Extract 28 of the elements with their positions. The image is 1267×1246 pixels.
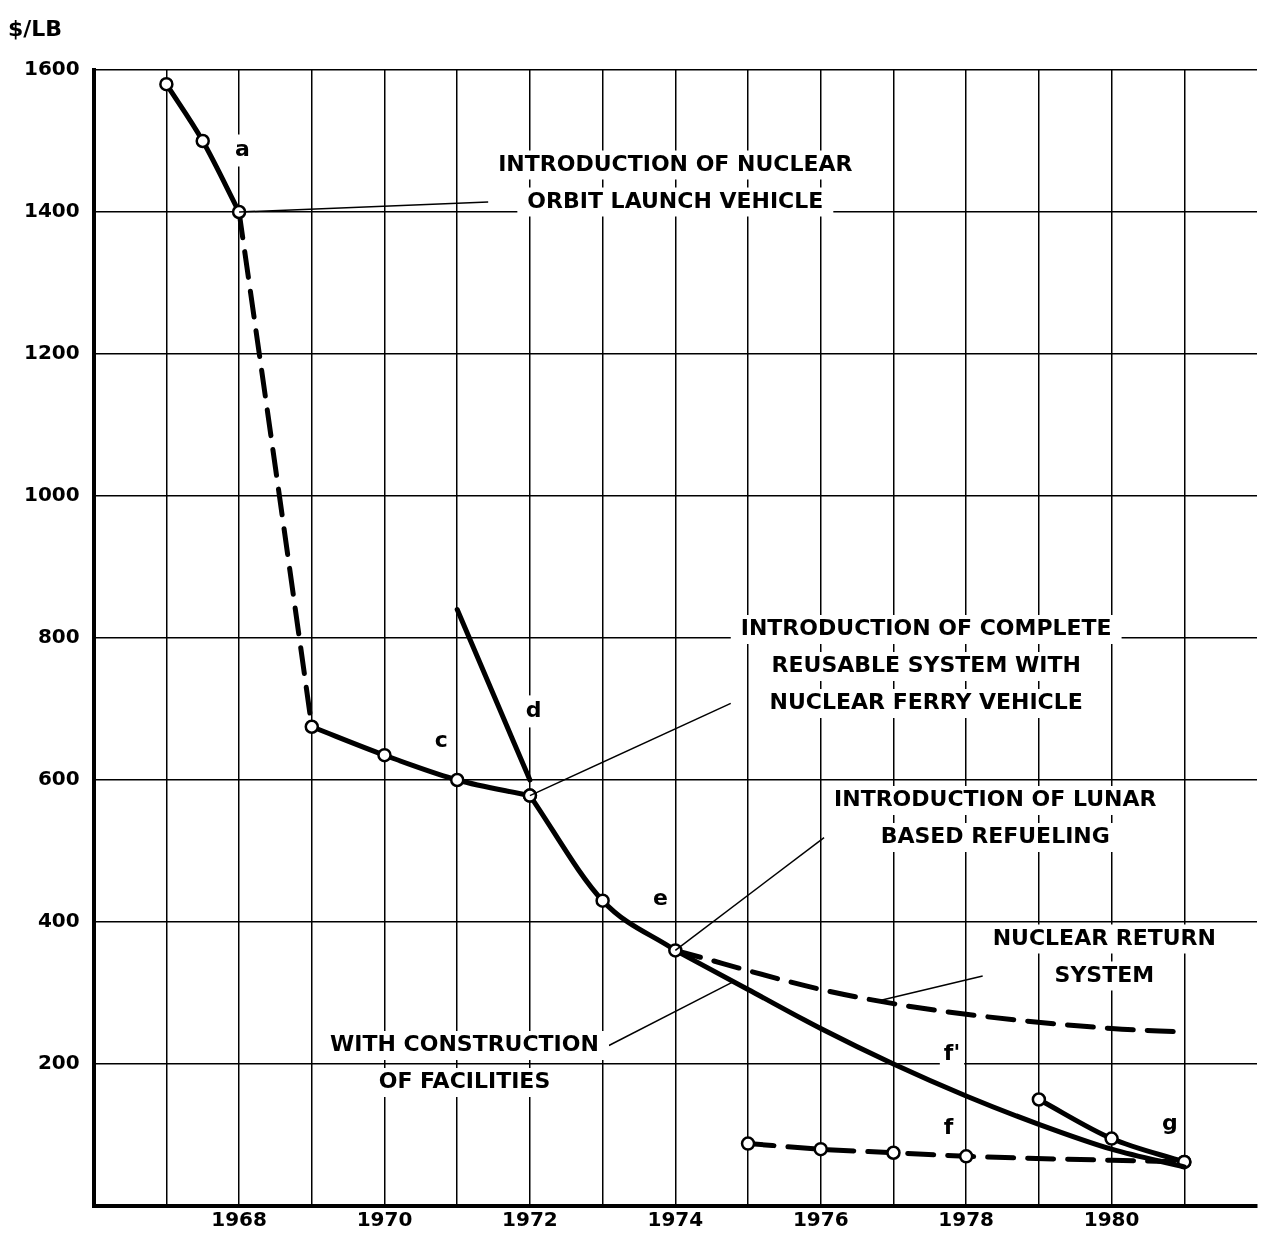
- x-tick-label: 1976: [792, 1207, 849, 1232]
- series-label: a: [234, 136, 250, 162]
- y-tick-label: 600: [37, 766, 80, 791]
- y-tick-label: 1400: [23, 198, 80, 223]
- annotation: WITH CONSTRUCTION OF FACILITIES: [330, 1031, 599, 1094]
- x-tick-label: 1980: [1083, 1207, 1140, 1232]
- y-tick-label: 400: [37, 908, 80, 933]
- y-tick-label: 200: [37, 1050, 80, 1075]
- y-tick-label: 800: [37, 624, 80, 649]
- annotation: INTRODUCTION OF NUCLEAR ORBIT LAUNCH VEHICLE: [498, 150, 853, 213]
- series-label: f: [943, 1114, 954, 1140]
- y-tick-label: 1600: [23, 56, 80, 81]
- annotation: INTRODUCTION OF LUNAR BASED REFUELING: [834, 786, 1157, 849]
- x-tick-label: 1970: [356, 1207, 413, 1232]
- x-tick-label: 1968: [211, 1207, 267, 1232]
- x-tick-label: 1972: [502, 1207, 558, 1232]
- x-tick-label: 1978: [938, 1207, 994, 1232]
- x-tick-label: 1974: [647, 1207, 704, 1232]
- series-label: c: [434, 727, 448, 753]
- series-label: g: [1161, 1109, 1178, 1135]
- series-label: f': [943, 1039, 961, 1065]
- y-axis-title: $/LB: [8, 15, 63, 41]
- annotation: INTRODUCTION OF COMPLETE REUSABLE SYSTEM WITH NUCLEAR FERRY VEHICLE: [740, 615, 1112, 715]
- series-label: e: [652, 885, 668, 911]
- series-label: d: [525, 697, 542, 723]
- annotation: NUCLEAR RETURN SYSTEM: [992, 924, 1216, 987]
- y-tick-label: 1200: [23, 340, 80, 365]
- y-tick-label: 1000: [23, 482, 80, 507]
